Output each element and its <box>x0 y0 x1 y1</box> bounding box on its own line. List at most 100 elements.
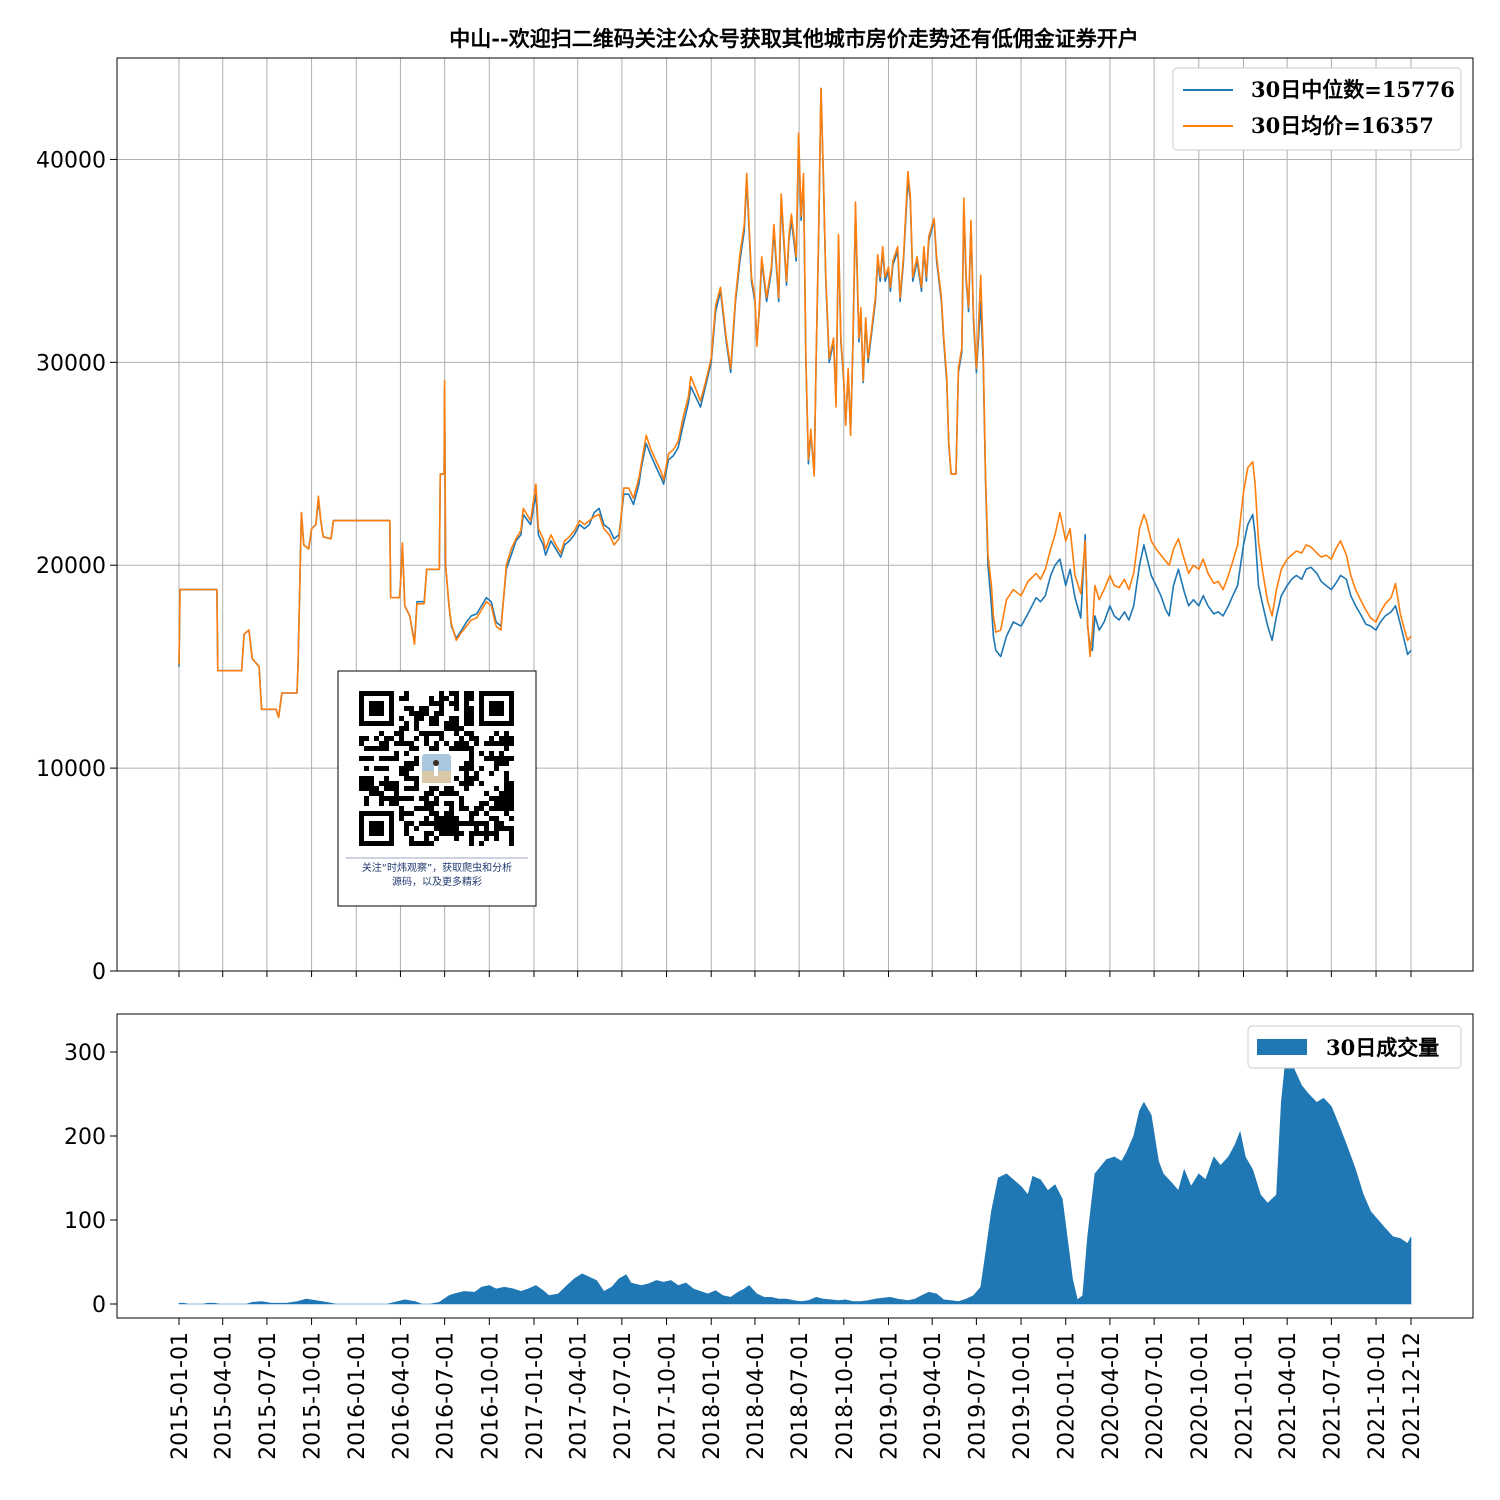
qr-module <box>419 711 424 716</box>
date-x-tick-label: 2021-04-01 <box>1276 1332 1301 1460</box>
qr-code-panel: 关注“时炜观察”，获取爬虫和分析 源码，以及更多精彩 <box>337 670 537 907</box>
qr-module <box>459 741 464 746</box>
qr-module <box>439 831 444 836</box>
qr-module <box>469 691 474 696</box>
qr-module <box>504 801 509 806</box>
qr-module <box>364 801 369 806</box>
qr-module <box>439 696 444 701</box>
price-y-tick-label: 40000 <box>36 148 106 173</box>
qr-module <box>404 826 409 831</box>
date-x-tick-label: 2015-01-01 <box>168 1332 193 1460</box>
qr-module <box>459 801 464 806</box>
qr-module <box>409 766 414 771</box>
qr-module <box>434 821 439 826</box>
qr-module <box>489 796 494 801</box>
qr-module <box>444 721 449 726</box>
qr-module <box>374 766 379 771</box>
qr-module <box>409 821 414 826</box>
qr-module <box>464 741 469 746</box>
qr-module <box>489 756 494 761</box>
qr-module <box>444 831 449 836</box>
qr-module <box>434 786 439 791</box>
date-x-tick-label: 2019-10-01 <box>1010 1332 1035 1460</box>
qr-module <box>494 826 499 831</box>
qr-module <box>419 716 424 721</box>
qr-caption-line2: 源码，以及更多精彩 <box>392 875 482 888</box>
qr-module <box>499 761 504 766</box>
qr-module <box>389 756 394 761</box>
qr-module <box>464 691 469 696</box>
qr-module <box>479 766 484 771</box>
qr-module <box>474 776 479 781</box>
qr-module <box>414 786 419 791</box>
qr-module <box>494 761 499 766</box>
qr-module <box>419 731 424 736</box>
date-x-tick-label: 2021-10-01 <box>1365 1332 1390 1460</box>
qr-module <box>479 781 484 786</box>
qr-module <box>469 816 474 821</box>
qr-module <box>439 691 444 696</box>
qr-module <box>479 751 484 756</box>
qr-module <box>454 696 459 701</box>
volume-y-tick-labels: 0 100 200 300 <box>64 1041 117 1318</box>
qr-module <box>494 801 499 806</box>
date-x-tick-label: 2016-10-01 <box>478 1332 503 1460</box>
chart-title: 中山--欢迎扫二维码关注公众号获取其他城市房价走势还有低佣金证券开户 <box>449 26 1138 51</box>
qr-module <box>414 746 419 751</box>
qr-module <box>399 726 404 731</box>
qr-module <box>489 751 494 756</box>
qr-module <box>504 741 509 746</box>
qr-module <box>409 711 414 716</box>
qr-module <box>434 721 439 726</box>
qr-module <box>424 801 429 806</box>
qr-module <box>384 796 389 801</box>
date-x-tick-label: 2017-04-01 <box>567 1332 592 1460</box>
qr-module <box>414 716 419 721</box>
qr-module <box>484 826 489 831</box>
qr-module <box>459 821 464 826</box>
qr-module <box>504 786 509 791</box>
date-x-tick-label: 2019-01-01 <box>877 1332 902 1460</box>
qr-module <box>474 821 479 826</box>
qr-module <box>454 836 459 841</box>
qr-module <box>399 771 404 776</box>
qr-module <box>479 806 484 811</box>
price-y-tick-labels: 0 10000 20000 30000 40000 <box>36 148 117 985</box>
qr-module <box>509 796 514 801</box>
qr-module <box>424 841 429 846</box>
price-lines <box>178 87 1412 719</box>
qr-module <box>469 736 474 741</box>
date-x-tick-label: 2020-04-01 <box>1099 1332 1124 1460</box>
qr-module <box>429 731 434 736</box>
qr-avatar-sand <box>422 771 451 783</box>
qr-module <box>379 801 384 806</box>
qr-module <box>394 781 399 786</box>
price-y-tick-label: 30000 <box>36 351 106 376</box>
qr-module <box>364 796 369 801</box>
qr-module <box>404 811 409 816</box>
qr-module <box>394 801 399 806</box>
qr-module <box>439 791 444 796</box>
date-x-tick-label: 2015-07-01 <box>256 1332 281 1460</box>
qr-module <box>469 811 474 816</box>
qr-module <box>509 806 514 811</box>
qr-module <box>509 756 514 761</box>
qr-module <box>364 781 369 786</box>
price-y-tick-label: 20000 <box>36 554 106 579</box>
qr-module <box>374 786 379 791</box>
qr-module <box>404 696 409 701</box>
qr-module <box>454 776 459 781</box>
qr-module <box>444 791 449 796</box>
qr-module <box>484 831 489 836</box>
qr-module <box>424 821 429 826</box>
qr-module <box>449 726 454 731</box>
qr-module <box>414 826 419 831</box>
qr-module <box>404 751 409 756</box>
qr-module <box>379 766 384 771</box>
qr-module <box>439 706 444 711</box>
qr-module <box>424 711 429 716</box>
qr-module <box>414 756 419 761</box>
qr-module <box>454 816 459 821</box>
qr-module <box>449 746 454 751</box>
